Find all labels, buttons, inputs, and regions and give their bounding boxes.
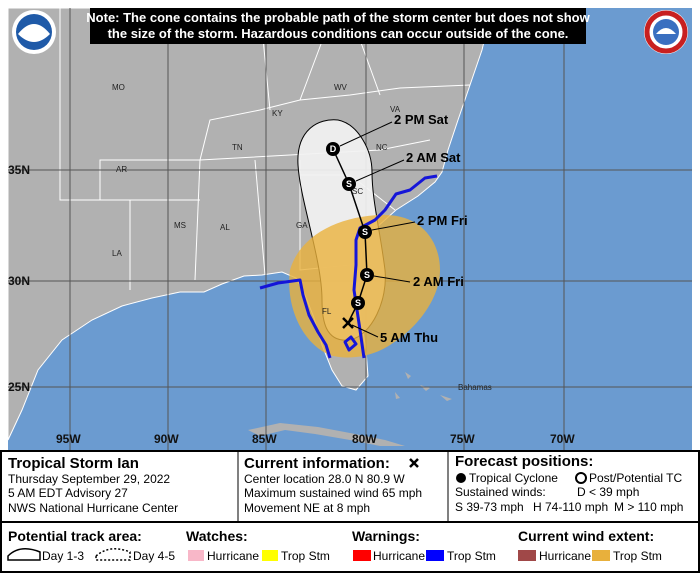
warnings-title: Warnings:: [352, 528, 420, 544]
longitude-label: 70W: [550, 432, 575, 446]
wind-hurricane: Hurricane: [539, 549, 591, 563]
latitude-label: 25N: [8, 380, 30, 394]
place-label: MS: [174, 221, 186, 230]
place-label: MO: [112, 83, 125, 92]
time-label: 2 AM Sat: [406, 150, 461, 165]
wind-title: Current wind extent:: [518, 528, 654, 544]
marker-letter: S: [355, 298, 361, 308]
forecast-markers: D S S S S: [326, 142, 374, 310]
current-position: [342, 317, 354, 329]
note-line: the size of the storm. Hazardous conditi…: [108, 26, 569, 41]
wind-s: S 39-73 mph: [455, 500, 524, 514]
time-label: 5 AM Thu: [380, 330, 438, 345]
longitude-label: 75W: [450, 432, 475, 446]
current-title: Current information:: [244, 455, 390, 472]
track-title: Potential track area:: [8, 528, 142, 544]
map: D S S S S 2 PM Sat 2 AM Sat 2 PM Fri 2 A…: [7, 7, 692, 450]
wind-m: M > 110 mph: [614, 500, 683, 514]
place-label: AR: [116, 165, 127, 174]
longitude-label: 90W: [154, 432, 179, 446]
current-line: Maximum sustained wind 65 mph: [244, 486, 422, 500]
marker-letter: S: [362, 227, 368, 237]
forecast-post: Post/Potential TC: [589, 471, 682, 485]
current-line: Movement NE at 8 mph: [244, 501, 370, 515]
winds-title: Sustained winds:: [455, 485, 546, 499]
place-label: NC: [376, 143, 388, 152]
wind-trop: Trop Stm: [613, 549, 662, 563]
place-label: AL: [220, 223, 230, 232]
place-label: KY: [272, 109, 283, 118]
time-label: 2 AM Fri: [413, 274, 464, 289]
label-leaders: [339, 121, 416, 338]
watches-title: Watches:: [186, 528, 248, 544]
time-label: 2 PM Sat: [394, 112, 449, 127]
place-label: SC: [352, 187, 363, 196]
marker-letter: S: [364, 270, 370, 280]
longitude-label: 85W: [252, 432, 277, 446]
warning-hurricane: Hurricane: [373, 549, 425, 563]
noaa-logo: [12, 10, 56, 54]
storm-date: Thursday September 29, 2022: [8, 472, 170, 486]
place-label: FL: [322, 307, 332, 316]
place-label: VA: [390, 105, 401, 114]
forecast-tropical: Tropical Cyclone: [469, 471, 558, 485]
track-day13: Day 1-3: [42, 549, 84, 563]
place-label: Bahamas: [458, 383, 492, 392]
note-box: [90, 8, 586, 44]
note-line: Note: The cone contains the probable pat…: [86, 10, 590, 25]
latitude-label: 35N: [8, 163, 30, 177]
marker-letter: D: [330, 144, 337, 154]
watch-trop: Trop Stm: [281, 549, 330, 563]
storm-title: Tropical Storm Ian: [8, 455, 139, 472]
marker-letter: S: [346, 179, 352, 189]
forecast-title: Forecast positions:: [455, 453, 593, 470]
nws-logo: [644, 10, 688, 54]
current-line: Center location 28.0 N 80.9 W: [244, 472, 405, 486]
wind-h: H 74-110 mph: [533, 500, 608, 514]
time-label: 2 PM Fri: [417, 213, 468, 228]
storm-advisory: 5 AM EDT Advisory 27: [8, 486, 128, 500]
track-day45: Day 4-5: [133, 549, 175, 563]
place-label: LA: [112, 249, 122, 258]
wind-d: D < 39 mph: [577, 485, 639, 499]
place-label: WV: [334, 83, 348, 92]
place-label: GA: [296, 221, 308, 230]
warning-trop: Trop Stm: [447, 549, 496, 563]
latitude-label: 30N: [8, 274, 30, 288]
place-label: TN: [232, 143, 243, 152]
longitude-label: 95W: [56, 432, 81, 446]
longitude-label: 80W: [352, 432, 377, 446]
watch-hurricane: Hurricane: [207, 549, 259, 563]
land: [7, 7, 493, 441]
storm-center: NWS National Hurricane Center: [8, 501, 178, 515]
legend: Tropical Storm Ian Thursday September 29…: [0, 450, 700, 573]
wind-extent: [289, 215, 440, 358]
